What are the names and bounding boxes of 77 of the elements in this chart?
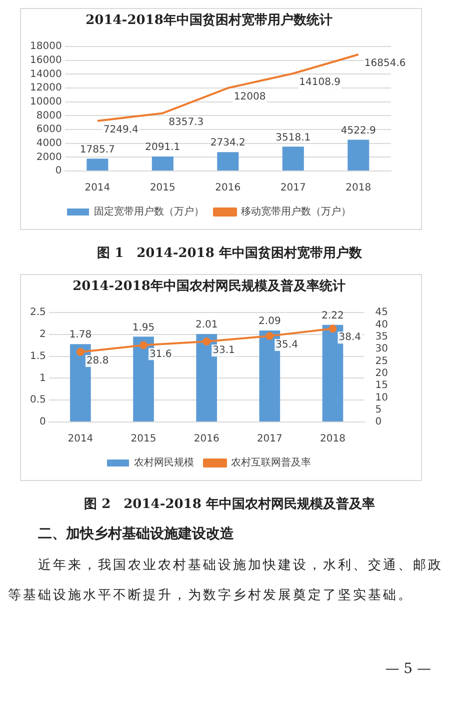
y-tick-label: 2000 bbox=[36, 152, 62, 163]
y2-tick-label: 35 bbox=[375, 332, 388, 343]
bar bbox=[217, 152, 239, 170]
y-tick-label: 2.5 bbox=[30, 307, 46, 318]
point bbox=[140, 341, 148, 350]
y-tick-label: 16000 bbox=[30, 55, 62, 66]
data-label: 2091.1 bbox=[145, 142, 180, 154]
y2-tick-label: 25 bbox=[375, 356, 388, 367]
bar bbox=[86, 158, 108, 170]
x-tick-label: 2016 bbox=[194, 434, 220, 445]
y2-tick-label: 40 bbox=[375, 319, 388, 330]
data-label: 28.8 bbox=[86, 356, 109, 367]
caption: 图 1 2014-2018 年中国贫困村宽带用户数 bbox=[96, 244, 363, 262]
point bbox=[266, 332, 274, 340]
data-label: 2734.2 bbox=[210, 138, 246, 149]
x-tick-label: 2016 bbox=[215, 182, 241, 194]
data-label: 7249.4 bbox=[103, 124, 138, 136]
y2-tick-label: 45 bbox=[375, 307, 388, 318]
legend-label: 固定宽带用户数（万户） bbox=[94, 206, 204, 218]
bar bbox=[348, 140, 370, 170]
x-tick-label: 2017 bbox=[256, 434, 282, 445]
y-tick-label: 12000 bbox=[30, 82, 62, 94]
y2-tick-label: 30 bbox=[375, 344, 388, 355]
data-label: 3518.1 bbox=[276, 132, 311, 144]
y-tick-label: 1 bbox=[40, 372, 46, 384]
x-tick-label: 2015 bbox=[130, 434, 156, 445]
legend-label: 农村互联网普及率 bbox=[231, 456, 311, 469]
chart-title: 2014-2018年中国贫困村宽带用户数统计 bbox=[86, 12, 332, 28]
data-label: 35.4 bbox=[276, 340, 298, 351]
data-label: 16854.6 bbox=[364, 58, 406, 70]
bar bbox=[282, 146, 304, 170]
legend-label: 农村网民规模 bbox=[134, 456, 194, 469]
data-label: 38.4 bbox=[338, 332, 362, 344]
y2-tick-label: 10 bbox=[375, 392, 388, 404]
text: — 5 — bbox=[384, 661, 431, 677]
data-label: 1.78 bbox=[69, 330, 92, 341]
point bbox=[328, 324, 337, 333]
text: 近年来，我国农业农村基础设施加快建设，水利、交通、邮政等基础设施水平不断提升，为数字乡村发展奠定了坚实基础。 bbox=[8, 557, 444, 605]
legend-label: 移动宽带用户数（万户） bbox=[241, 206, 351, 218]
chart-title: 2014-2018年中国农村网民规模及普及率统计 bbox=[72, 278, 346, 294]
data-label: 2.01 bbox=[195, 320, 218, 331]
text: 二、加快乡村基础设施建设改造 bbox=[38, 525, 235, 543]
y-tick-label: 0 bbox=[40, 416, 46, 428]
data-label: 1.95 bbox=[132, 322, 155, 334]
x-tick-label: 2014 bbox=[68, 434, 94, 445]
data-label: 1785.7 bbox=[80, 144, 115, 156]
y-tick-label: 14000 bbox=[30, 68, 62, 80]
data-label: 2.22 bbox=[322, 310, 344, 322]
y-tick-label: 0.5 bbox=[30, 394, 46, 406]
y-tick-label: 8000 bbox=[36, 110, 62, 122]
caption: 图 2 2014-2018 年中国农村网民规模及普及率 bbox=[83, 496, 376, 513]
bar bbox=[152, 156, 174, 170]
data-label: 14108.9 bbox=[299, 77, 341, 88]
point bbox=[202, 338, 211, 346]
y2-tick-label: 5 bbox=[375, 404, 382, 416]
data-label: 4522.9 bbox=[340, 125, 376, 136]
y-tick-label: 10000 bbox=[30, 96, 62, 108]
y-tick-label: 6000 bbox=[36, 124, 62, 136]
x-tick-label: 2018 bbox=[346, 182, 372, 194]
y-tick-label: 0 bbox=[55, 166, 62, 177]
data-label: 31.6 bbox=[150, 348, 172, 360]
data-label: 8357.3 bbox=[168, 116, 204, 128]
x-tick-label: 2015 bbox=[150, 182, 176, 194]
y-tick-label: 2 bbox=[40, 329, 46, 340]
point bbox=[76, 348, 84, 356]
y2-tick-label: 20 bbox=[375, 368, 388, 379]
x-tick-label: 2017 bbox=[280, 182, 306, 194]
x-tick-label: 2018 bbox=[320, 434, 346, 445]
y-tick-label: 1.5 bbox=[30, 350, 46, 362]
data-label: 2.09 bbox=[258, 316, 281, 328]
x-tick-label: 2014 bbox=[84, 182, 110, 194]
y-tick-label: 18000 bbox=[30, 41, 62, 52]
data-label: 12008 bbox=[234, 92, 266, 103]
y-tick-label: 4000 bbox=[36, 138, 62, 149]
data-label: 33.1 bbox=[212, 345, 235, 356]
y2-tick-label: 0 bbox=[375, 416, 382, 428]
y2-tick-label: 15 bbox=[375, 380, 388, 392]
